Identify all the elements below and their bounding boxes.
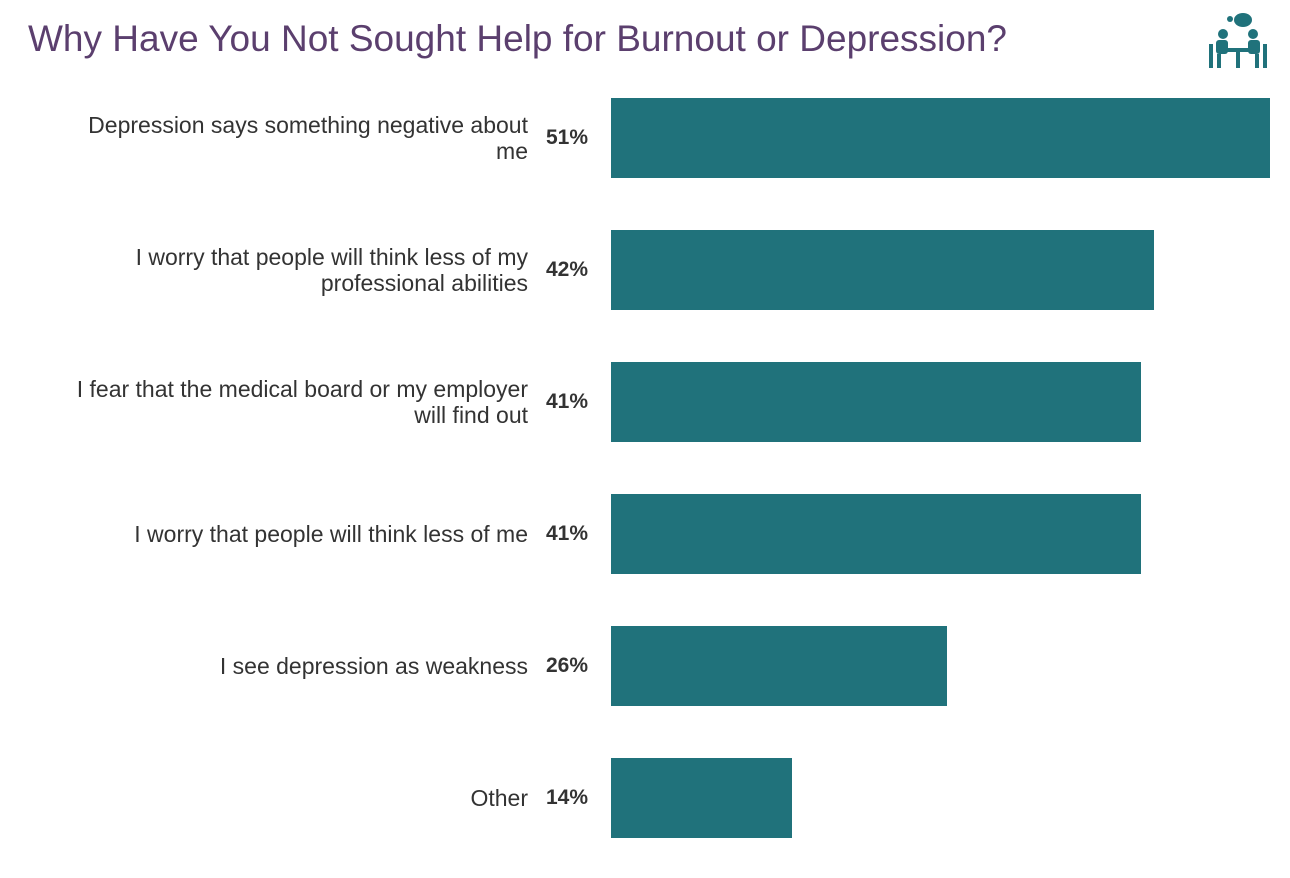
value-label: 42% [546, 258, 589, 281]
category-label: I fear that the medical board or my empl… [76, 376, 528, 428]
bar [611, 758, 792, 838]
bar [611, 362, 1141, 442]
chart-title: Why Have You Not Sought Help for Burnout… [28, 18, 1008, 59]
icon [1209, 13, 1267, 68]
bar [611, 230, 1154, 310]
category-label: I see depression as weakness [219, 653, 528, 679]
category-label: Other [470, 785, 528, 811]
category-label: Depression says something negative about… [88, 112, 528, 164]
value-label: 26% [546, 654, 589, 677]
value-label: 41% [546, 522, 589, 545]
bar [611, 98, 1270, 178]
category-label: I worry that people will think less of m… [135, 244, 528, 296]
value-label: 51% [546, 126, 589, 149]
bar [611, 494, 1141, 574]
category-label: I worry that people will think less of m… [134, 521, 528, 547]
bar [611, 626, 947, 706]
value-label: 14% [546, 786, 589, 809]
value-label: 41% [546, 390, 589, 413]
